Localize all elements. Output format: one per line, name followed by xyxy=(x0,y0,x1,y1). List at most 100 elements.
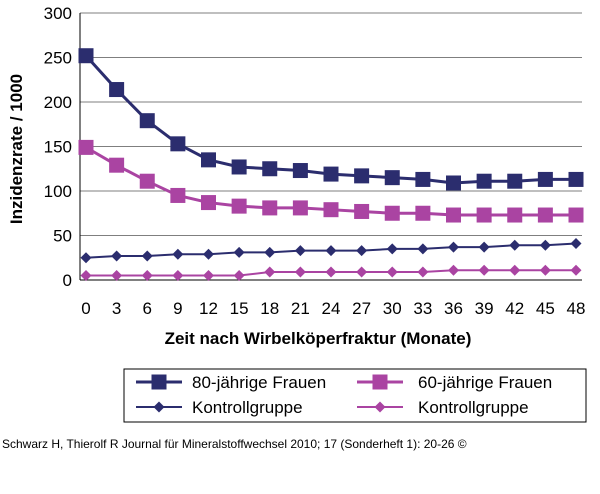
legend-label: Kontrollgruppe xyxy=(418,398,529,417)
data-point xyxy=(139,113,155,129)
data-point xyxy=(325,245,337,257)
x-tick-label: 27 xyxy=(352,299,371,318)
y-axis-title: Inzidenzrate / 1000 xyxy=(7,74,26,224)
data-point xyxy=(111,270,123,282)
data-point xyxy=(384,170,400,186)
data-point xyxy=(323,166,339,182)
data-point xyxy=(539,264,551,276)
data-point xyxy=(141,250,153,262)
x-tick-label: 12 xyxy=(199,299,218,318)
legend-entry: Kontrollgruppe xyxy=(357,398,529,417)
legend-label: 80-jährige Frauen xyxy=(192,373,326,392)
data-point xyxy=(509,264,521,276)
data-point xyxy=(537,207,553,223)
legend-marker xyxy=(374,401,386,413)
data-point xyxy=(201,195,216,211)
data-point xyxy=(448,264,459,276)
data-point xyxy=(170,136,186,152)
legend-box xyxy=(123,368,587,423)
legend-marker xyxy=(153,401,165,413)
data-point xyxy=(537,171,553,187)
x-tick-label: 33 xyxy=(413,299,432,318)
data-point xyxy=(264,266,276,278)
legend-entry: 80-jährige Frauen xyxy=(136,373,326,392)
data-point xyxy=(323,202,339,218)
series-1 xyxy=(78,48,584,191)
data-point xyxy=(476,173,492,189)
x-tick-label: 18 xyxy=(260,299,279,318)
data-point xyxy=(476,207,492,223)
data-point xyxy=(78,48,94,64)
series-line xyxy=(84,54,576,185)
data-point xyxy=(384,205,400,221)
x-tick-label: 42 xyxy=(505,299,524,318)
data-point xyxy=(415,205,431,221)
data-point xyxy=(172,270,184,282)
y-tick-label: 100 xyxy=(44,182,72,201)
x-tick-label: 21 xyxy=(291,299,310,318)
legend: 80-jährige Frauen 60-jährige Frauen Kontro… xyxy=(123,368,587,423)
source-credit: Schwarz H, Thierolf R Journal für Minera… xyxy=(2,437,467,451)
data-point xyxy=(568,171,584,187)
data-point xyxy=(415,171,431,187)
legend-label: 60-jährige Frauen xyxy=(418,373,552,392)
y-tick-label: 0 xyxy=(63,271,72,290)
data-point xyxy=(354,203,370,219)
x-tick-label: 3 xyxy=(112,299,121,318)
data-point xyxy=(80,270,92,282)
gridlines xyxy=(80,12,582,236)
data-point xyxy=(231,198,247,214)
x-tick-label: 36 xyxy=(444,299,463,318)
data-point xyxy=(386,266,398,278)
y-tick-label: 300 xyxy=(44,4,72,23)
data-point xyxy=(264,246,276,258)
x-axis-title: Zeit nach Wirbelköperfraktur (Monate) xyxy=(165,329,472,348)
legend-marker xyxy=(372,374,388,390)
data-point xyxy=(172,248,184,260)
x-tick-label: 0 xyxy=(81,299,90,318)
y-tick-label: 250 xyxy=(44,49,72,68)
data-point xyxy=(203,270,214,282)
data-point xyxy=(354,168,370,184)
data-point xyxy=(262,161,278,177)
x-tick-label: 39 xyxy=(475,299,494,318)
series-4 xyxy=(80,264,582,282)
data-point xyxy=(170,187,186,203)
data-point xyxy=(262,200,278,216)
x-tick-label: 30 xyxy=(383,299,402,318)
data-point xyxy=(507,207,523,223)
data-point xyxy=(111,250,123,262)
data-point xyxy=(356,266,368,278)
x-tick-label: 6 xyxy=(143,299,152,318)
x-tick-label: 9 xyxy=(173,299,182,318)
data-point xyxy=(478,241,490,253)
data-point xyxy=(417,243,429,255)
x-tick-label: 24 xyxy=(322,299,341,318)
data-point xyxy=(509,239,521,251)
data-point xyxy=(539,239,551,251)
data-point xyxy=(201,152,216,168)
data-point xyxy=(233,246,245,258)
data-point xyxy=(231,159,247,175)
data-point xyxy=(386,243,398,255)
series-2 xyxy=(78,139,584,223)
data-point xyxy=(356,245,368,257)
legend-label: Kontrollgruppe xyxy=(192,398,303,417)
y-tick-label: 150 xyxy=(44,138,72,157)
series-3 xyxy=(80,238,582,264)
data-point xyxy=(448,241,459,253)
data-point xyxy=(446,175,461,191)
data-point xyxy=(109,157,125,173)
data-point xyxy=(570,264,582,276)
data-point xyxy=(325,266,337,278)
legend-marker xyxy=(151,374,167,390)
y-tick-label: 50 xyxy=(53,227,72,246)
x-tick-label: 45 xyxy=(536,299,555,318)
data-point xyxy=(80,252,92,264)
series-group xyxy=(78,48,584,282)
data-point xyxy=(294,266,306,278)
data-point xyxy=(570,238,582,250)
data-point xyxy=(446,207,461,223)
